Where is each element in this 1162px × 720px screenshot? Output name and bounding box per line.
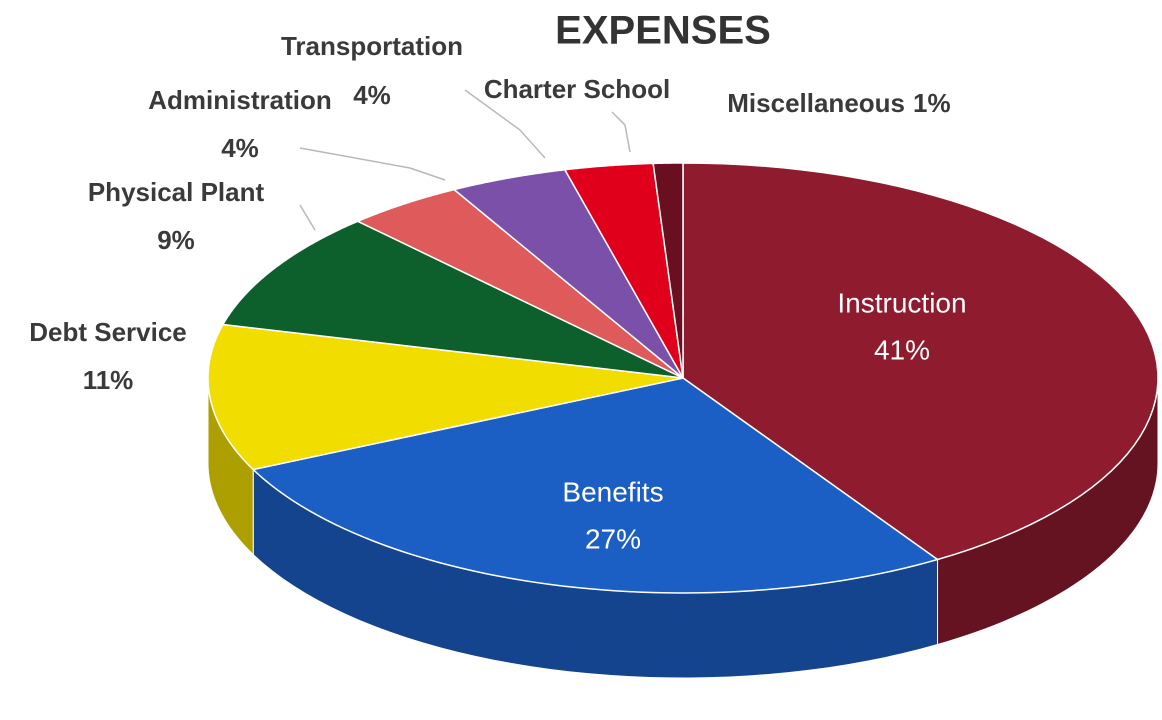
chart-title: EXPENSES — [555, 9, 771, 53]
slice-label: Administration — [148, 85, 331, 115]
slice — [682, 162, 1159, 561]
leader-line — [611, 111, 631, 153]
slice — [452, 168, 684, 379]
slice-label: Instruction — [837, 287, 966, 318]
leader-line — [299, 204, 316, 231]
slice-label: Debt Service — [29, 317, 187, 347]
slice — [356, 188, 684, 379]
leader-line — [299, 147, 446, 181]
slice-value-label: 4% — [221, 133, 259, 163]
slice-label: Charter School — [484, 74, 670, 104]
slice-value-label: 41% — [874, 334, 930, 365]
slice-label: Miscellaneous — [727, 88, 905, 118]
slice-label: Benefits — [562, 476, 663, 507]
slice — [652, 162, 684, 379]
slice — [221, 220, 684, 379]
slice — [563, 162, 684, 379]
leader-line — [464, 89, 546, 159]
slice-value-label: 9% — [157, 225, 195, 255]
slice-label: Transportation — [281, 31, 463, 61]
slice-label: Physical Plant — [88, 177, 265, 207]
leader-lines — [299, 89, 631, 231]
slice-value-label: 4% — [353, 80, 391, 110]
slice — [251, 377, 940, 594]
slice-value-label: 11% — [83, 365, 134, 395]
slice-value-label: 27% — [585, 523, 641, 554]
slice — [207, 323, 684, 471]
slice-value-label: 1% — [913, 88, 951, 118]
